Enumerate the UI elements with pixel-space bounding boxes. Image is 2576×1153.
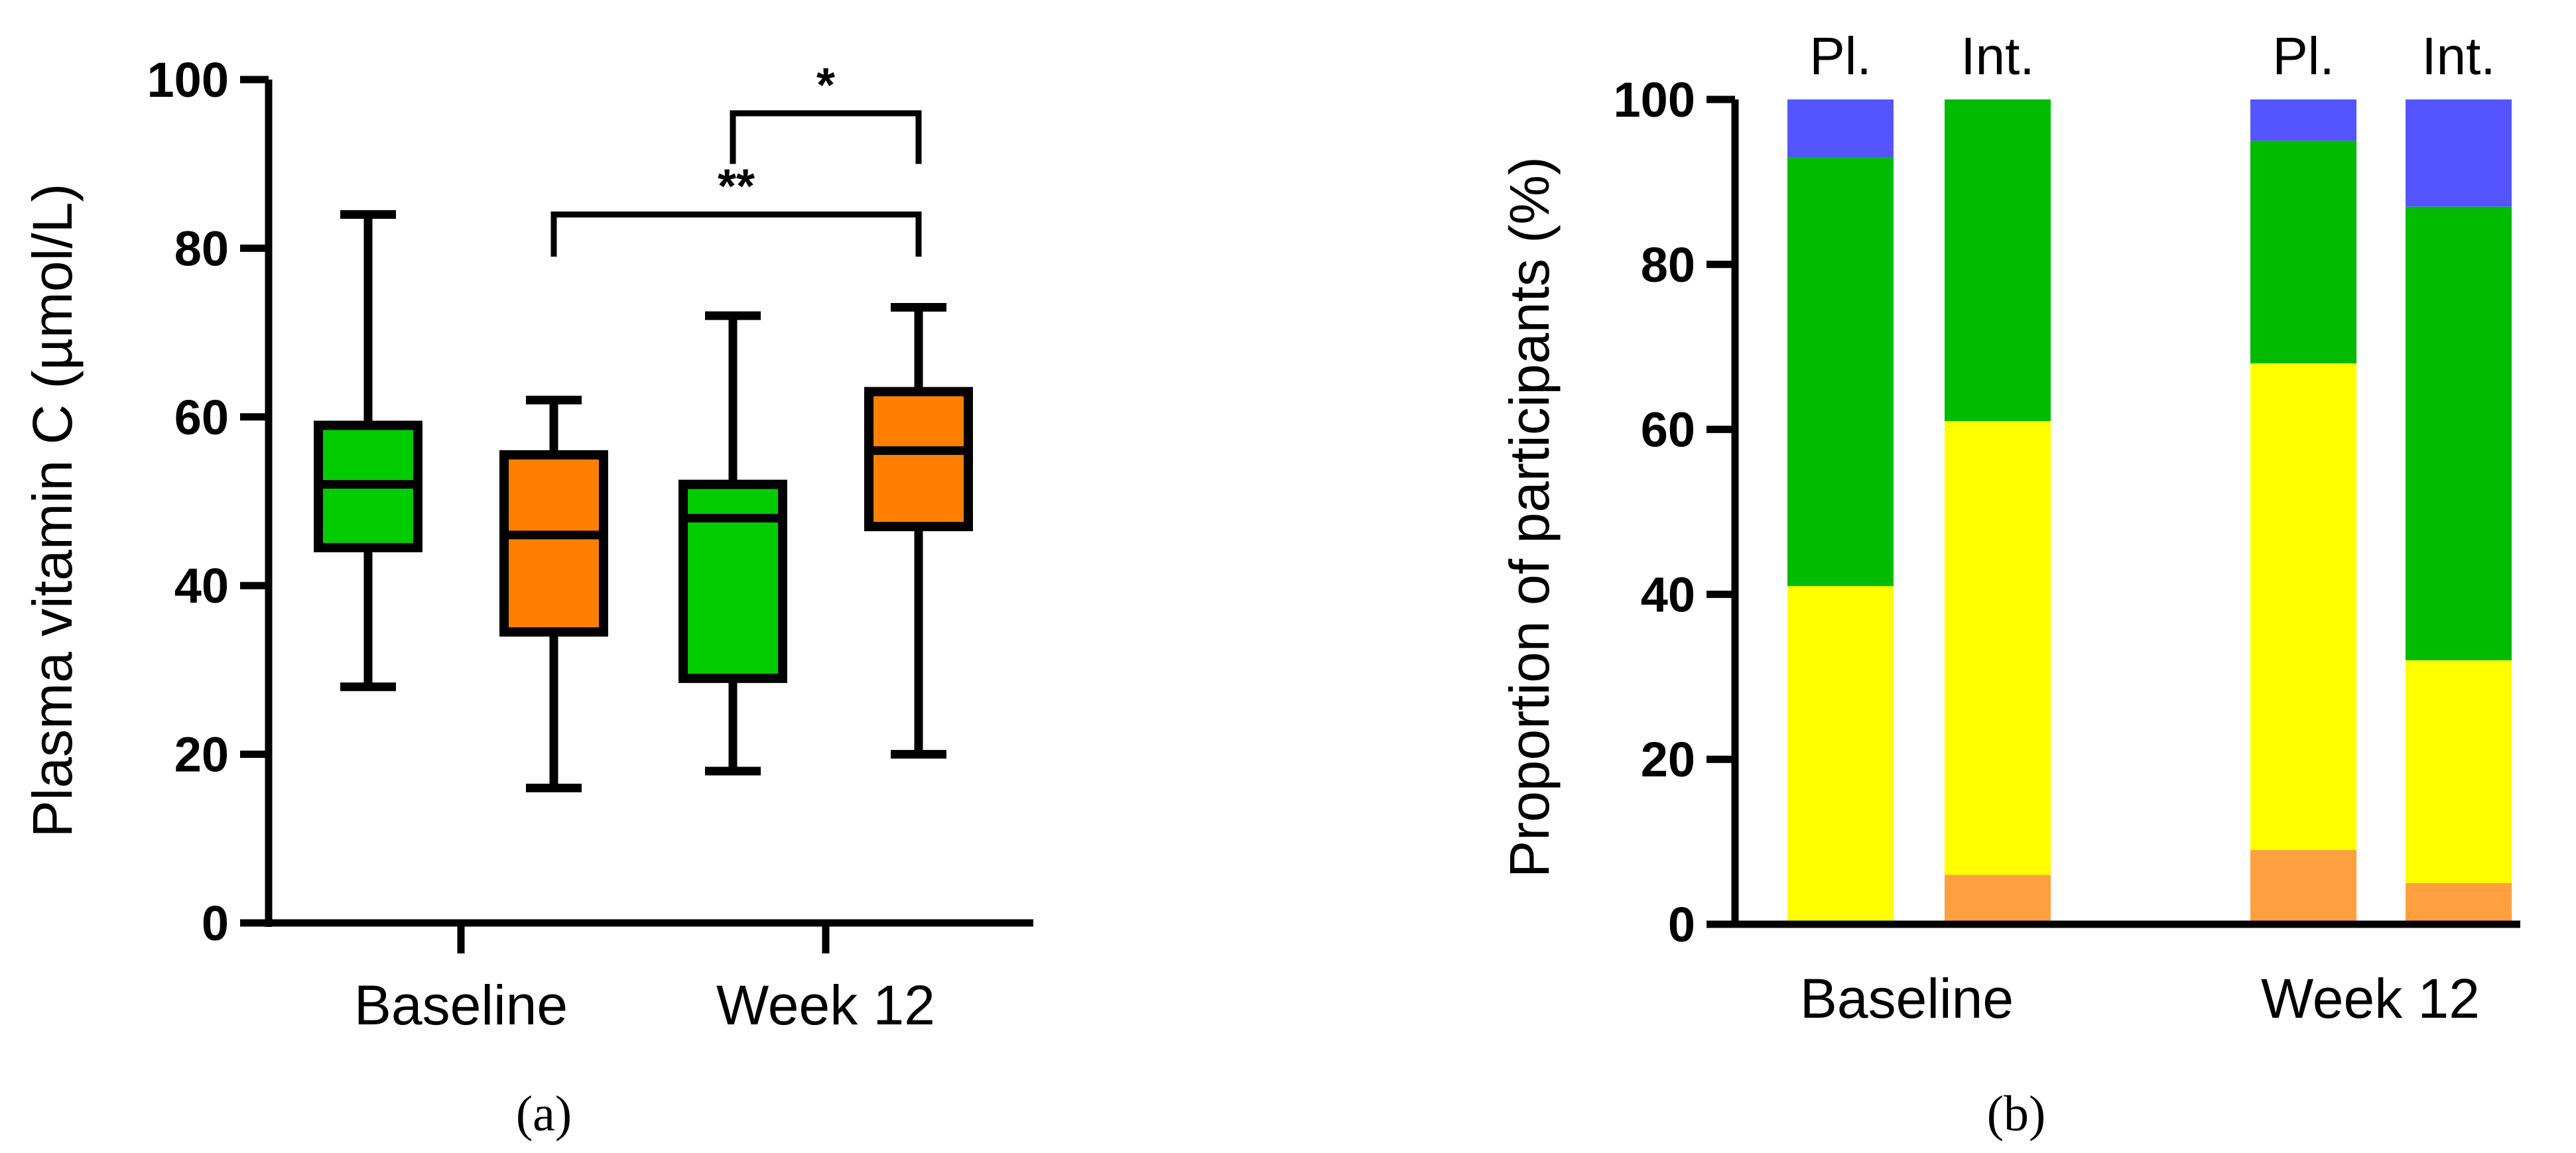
stacked-segment-1	[1787, 585, 1894, 924]
stacked-segment-1	[2250, 363, 2356, 851]
bracket-double-star	[550, 212, 922, 257]
stacked-group-week12: Week 12	[2261, 967, 2480, 1030]
stacked-segment-2	[2406, 206, 2512, 660]
boxplot-category-baseline: Baseline	[354, 974, 568, 1036]
box-week12-intervention	[864, 302, 973, 759]
stacked-segment-3	[2250, 99, 2356, 141]
boxplot-y-tick-label: 20	[174, 727, 229, 782]
boxplot-y-tick-label: 60	[174, 390, 229, 445]
boxplot-category-week12: Week 12	[716, 974, 935, 1036]
stacked-bar-baseline-pl: Pl.	[1787, 27, 1894, 924]
stacked-segment-2	[2250, 141, 2356, 364]
stacked-segment-1	[1945, 421, 2051, 875]
bracket-single-star	[730, 110, 922, 164]
panel-label-b: (b)	[1987, 1086, 2046, 1142]
stacked-bar-panel: Proportion of participants (%) 0 20 40 60 80…	[1498, 27, 2520, 1142]
boxplot-y-tick-label: 40	[174, 558, 229, 613]
stacked-segment-2	[1787, 157, 1894, 586]
stacked-segment-0	[2406, 882, 2512, 924]
stacked-segment-1	[2406, 660, 2512, 883]
boxplot-panel: Plasma vitamin C (µmol/L) 0 20 40 60 80 100 B…	[21, 52, 1033, 1142]
stacked-y-axis-title: Proportion of participants (%)	[1498, 156, 1561, 878]
box-iqr	[678, 479, 787, 684]
stacked-bar-label: Int.	[2421, 27, 2495, 86]
box-week12-placebo	[678, 311, 787, 776]
stacked-bars: Pl. Int. Pl. Int.	[1787, 27, 2512, 924]
stacked-y-tick-label: 40	[1641, 567, 1695, 622]
box-baseline-placebo	[314, 210, 422, 692]
box-iqr	[499, 450, 608, 637]
box-iqr	[864, 387, 973, 532]
boxplot-y-tick-label: 0	[202, 896, 229, 951]
panel-label-a: (a)	[516, 1086, 572, 1142]
significance-brackets: ***	[550, 59, 922, 257]
stacked-segment-0	[1945, 875, 2051, 924]
sig-label-single-star: *	[816, 59, 835, 112]
boxplot-y-tick-label: 80	[174, 221, 229, 276]
stacked-y-tick-label: 60	[1641, 402, 1695, 457]
stacked-bar-label: Pl.	[2272, 27, 2334, 86]
stacked-bar-baseline-int: Int.	[1945, 27, 2051, 924]
stacked-y-ticks: 0 20 40 60 80 100	[1614, 72, 1735, 952]
box-baseline-intervention	[499, 395, 608, 792]
stacked-bar-label: Pl.	[1809, 27, 1871, 86]
sig-label-double-star: **	[718, 160, 755, 213]
stacked-y-tick-label: 0	[1668, 897, 1695, 952]
stacked-y-tick-label: 80	[1641, 237, 1695, 292]
stacked-y-tick-label: 100	[1614, 72, 1695, 127]
boxplot-boxes	[314, 210, 973, 792]
boxplot-y-axis-title: Plasma vitamin C (µmol/L)	[21, 184, 84, 838]
boxplot-y-tick-label: 100	[147, 52, 229, 107]
stacked-segment-3	[2406, 99, 2512, 207]
stacked-bar-week12-int: Int.	[2406, 27, 2512, 924]
stacked-y-tick-label: 20	[1641, 732, 1695, 787]
stacked-segment-3	[1787, 99, 1894, 158]
stacked-bar-week12-pl: Pl.	[2250, 27, 2356, 924]
stacked-group-baseline: Baseline	[1800, 967, 2014, 1030]
stacked-bar-label: Int.	[1961, 27, 2034, 86]
stacked-segment-2	[1945, 99, 2051, 422]
boxplot-y-ticks: 0 20 40 60 80 100	[147, 52, 269, 951]
stacked-segment-0	[2250, 850, 2356, 924]
